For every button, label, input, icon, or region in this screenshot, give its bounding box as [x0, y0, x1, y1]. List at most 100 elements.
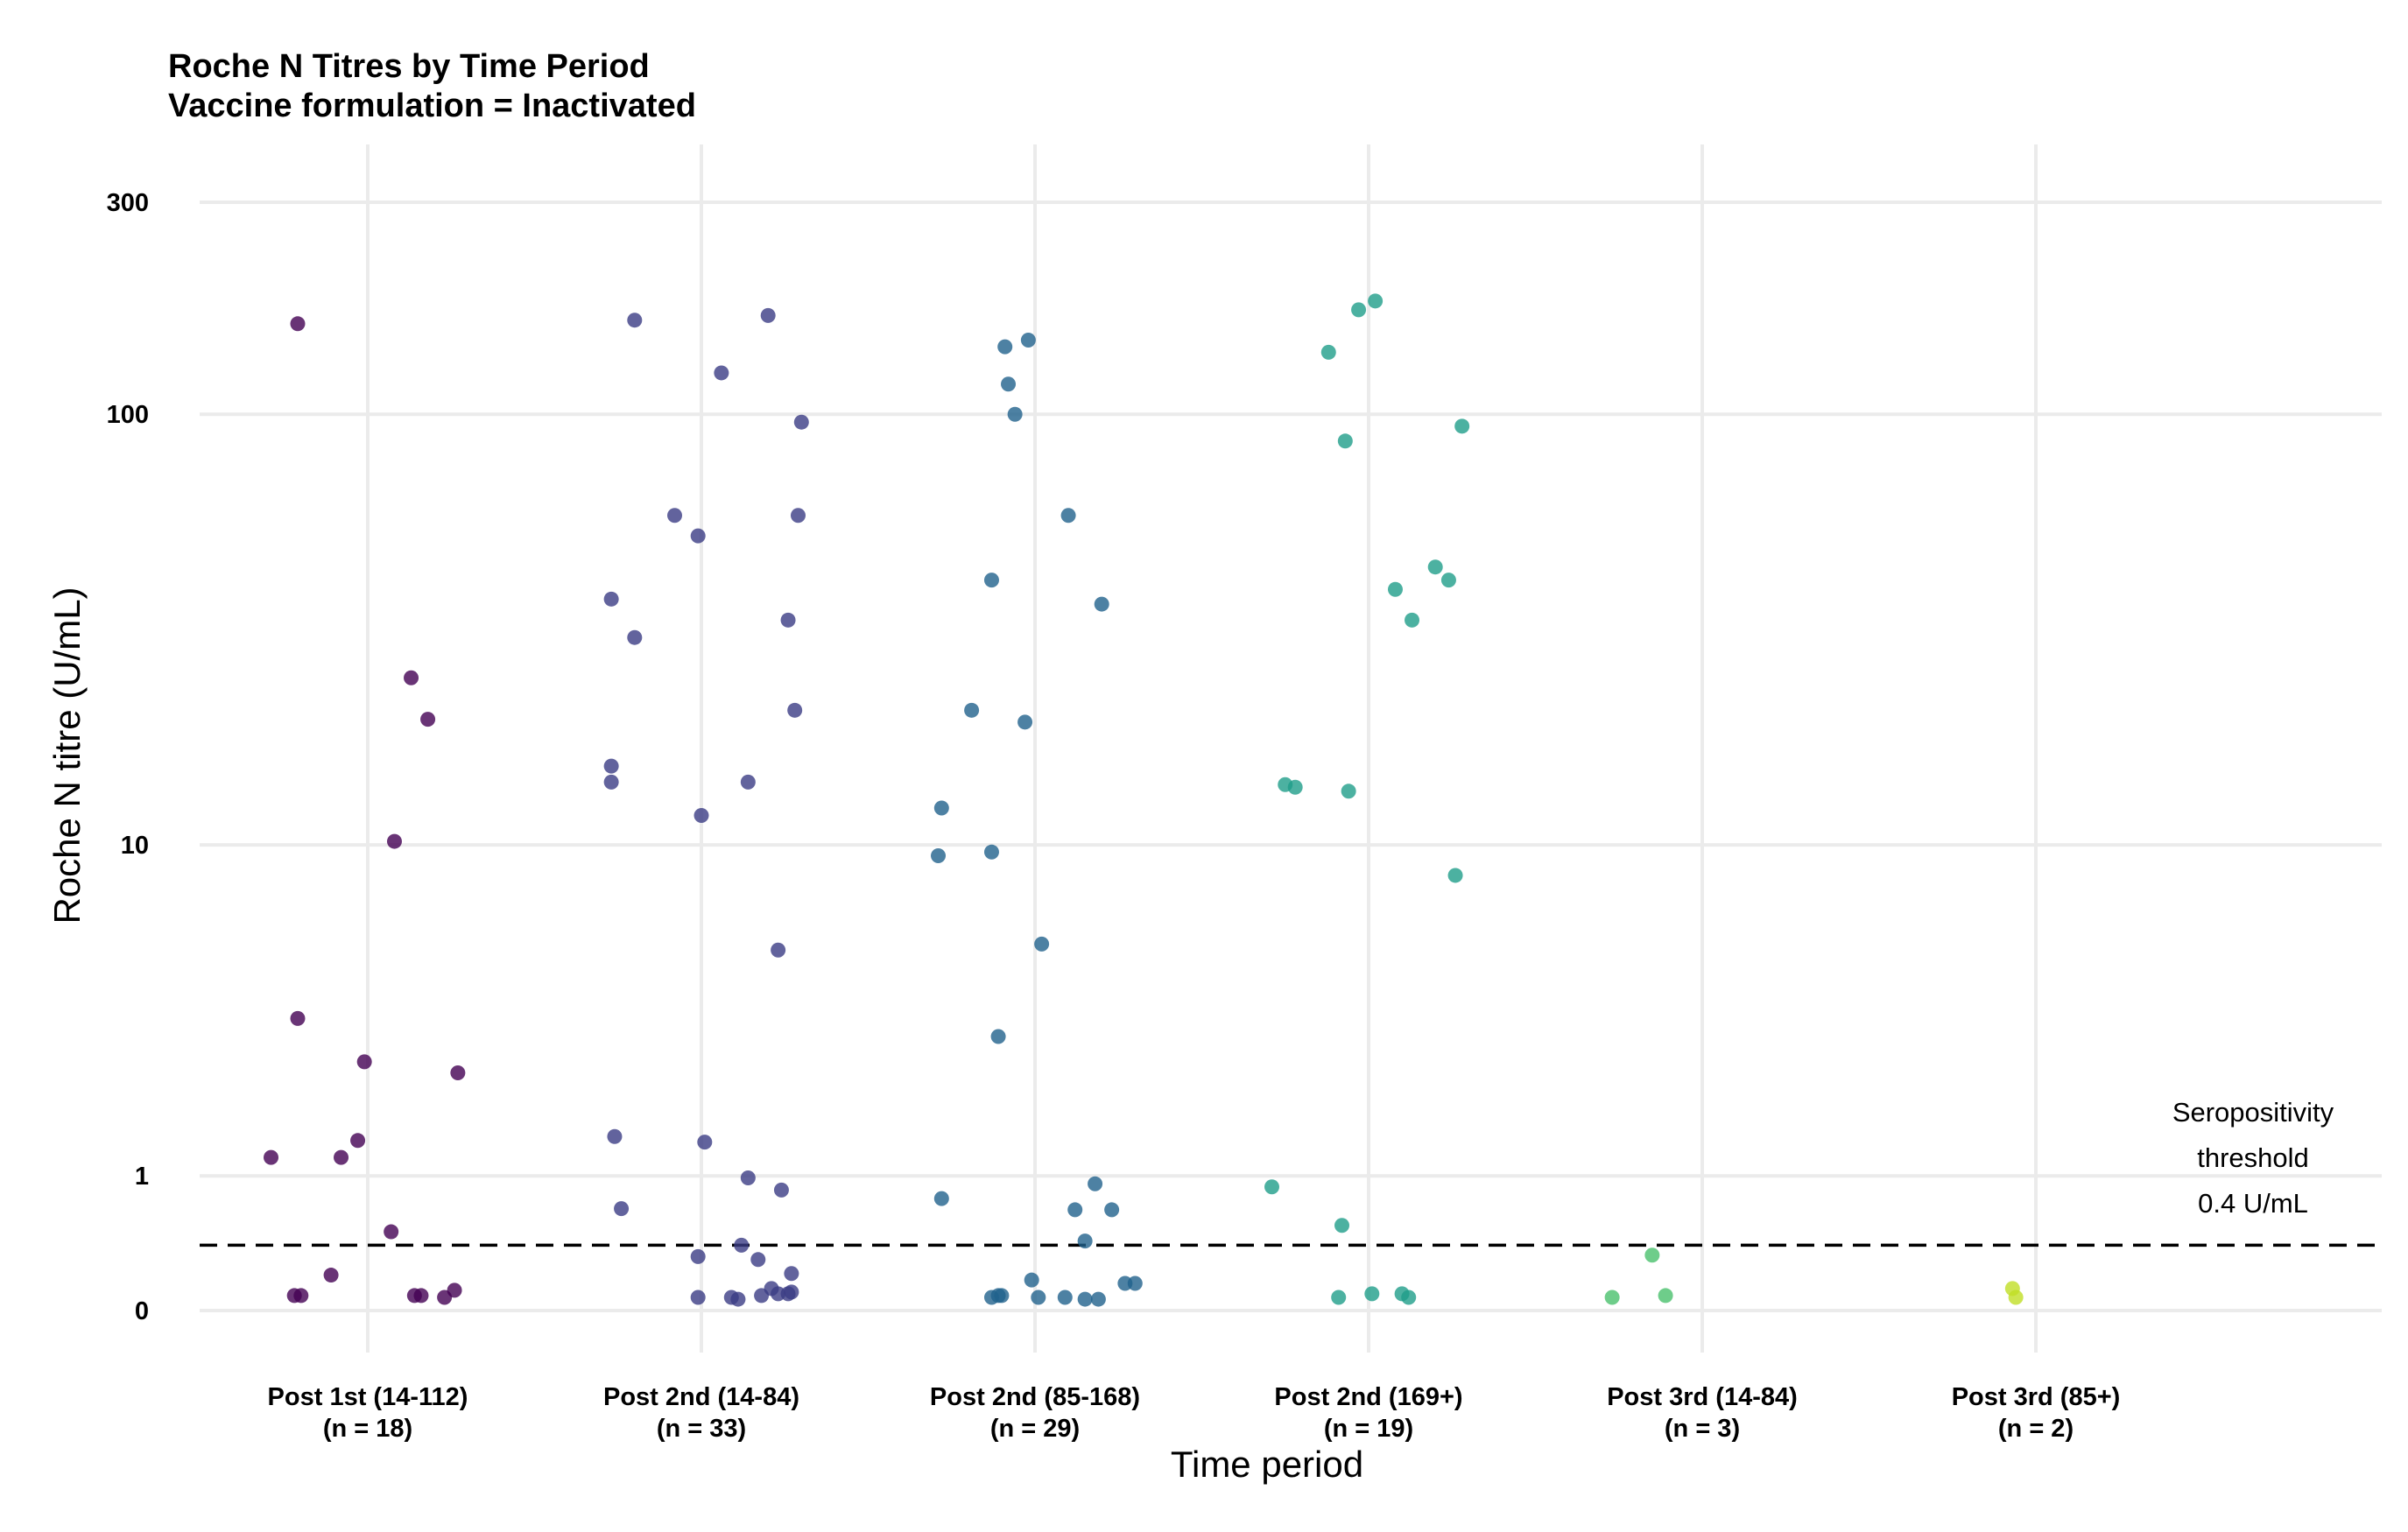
- data-point: [990, 1029, 1006, 1044]
- data-point: [667, 508, 683, 524]
- data-point: [730, 1291, 746, 1307]
- data-point: [933, 800, 949, 816]
- data-point: [1320, 344, 1336, 360]
- data-point: [1104, 1202, 1120, 1218]
- y-tick-label: 0: [135, 1297, 149, 1325]
- data-point: [607, 1128, 623, 1144]
- data-point: [690, 1290, 706, 1305]
- data-point: [420, 712, 436, 727]
- x-tick-n-label: (n = 33): [657, 1415, 746, 1443]
- data-point: [1088, 1176, 1103, 1191]
- data-point: [627, 629, 643, 645]
- data-points: [264, 293, 2024, 1307]
- y-axis-ticks: 0 1 10 100 300: [107, 189, 149, 1325]
- data-point: [1024, 1272, 1039, 1288]
- data-point: [983, 573, 999, 588]
- data-point: [1337, 433, 1353, 449]
- data-point: [1364, 1286, 1380, 1302]
- data-point: [740, 1170, 756, 1185]
- data-point: [1351, 302, 1367, 318]
- grid-layer: [200, 144, 2382, 1353]
- x-tick-label: Post 2nd (14-84): [603, 1383, 799, 1411]
- threshold-label-line3: 0.4 U/mL: [2198, 1188, 2308, 1219]
- data-point: [293, 1288, 309, 1304]
- x-tick-n-label: (n = 29): [990, 1415, 1080, 1443]
- data-point: [1427, 559, 1443, 575]
- data-point: [771, 942, 786, 958]
- data-point: [356, 1054, 372, 1070]
- data-point: [773, 1182, 789, 1198]
- data-point: [384, 1224, 399, 1240]
- data-point: [933, 1191, 949, 1206]
- data-point: [404, 670, 419, 685]
- data-point: [2008, 1290, 2024, 1305]
- data-point: [714, 365, 729, 381]
- threshold-annotation: Seropositivity threshold 0.4 U/mL: [2172, 1097, 2334, 1219]
- data-point: [983, 844, 999, 860]
- x-axis-ticks: Post 1st (14-112) (n = 18) Post 2nd (14-84…: [268, 1383, 2121, 1443]
- data-point: [964, 702, 980, 718]
- data-point: [1334, 1218, 1350, 1233]
- data-point: [931, 848, 947, 864]
- data-point: [334, 1149, 349, 1165]
- data-point: [1001, 376, 1017, 392]
- data-point: [784, 1266, 799, 1282]
- x-tick-n-label: (n = 3): [1665, 1415, 1740, 1443]
- data-point: [1331, 1290, 1347, 1305]
- x-tick-label: Post 2nd (85-168): [930, 1383, 1140, 1411]
- data-point: [1067, 1202, 1083, 1218]
- x-tick-n-label: (n = 19): [1324, 1415, 1413, 1443]
- data-point: [1077, 1291, 1093, 1307]
- data-point: [1341, 784, 1356, 799]
- x-tick-n-label: (n = 2): [1998, 1415, 2074, 1443]
- data-point: [1644, 1247, 1660, 1263]
- data-point: [264, 1149, 279, 1165]
- y-tick-label: 10: [121, 832, 149, 860]
- data-point: [790, 508, 806, 524]
- chart-title: Roche N Titres by Time Period: [168, 48, 650, 85]
- data-point: [1007, 406, 1023, 422]
- data-point: [1658, 1288, 1673, 1304]
- data-point: [1368, 293, 1384, 309]
- data-point: [750, 1252, 766, 1268]
- data-point: [690, 528, 706, 544]
- data-point: [784, 1284, 799, 1300]
- data-point: [690, 1248, 706, 1264]
- threshold-label-line2: threshold: [2197, 1142, 2309, 1173]
- y-tick-label: 1: [135, 1163, 149, 1191]
- y-tick-label: 100: [107, 401, 149, 429]
- threshold-label-line1: Seropositivity: [2172, 1097, 2334, 1128]
- data-point: [787, 702, 803, 718]
- data-point: [323, 1268, 339, 1283]
- x-axis-title: Time period: [1171, 1444, 1363, 1485]
- data-point: [290, 316, 306, 332]
- data-point: [1057, 1290, 1073, 1305]
- data-point: [1077, 1233, 1093, 1249]
- x-tick-label: Post 2nd (169+): [1274, 1383, 1462, 1411]
- data-point: [1454, 418, 1470, 434]
- data-point: [614, 1201, 630, 1217]
- data-point: [1031, 1290, 1046, 1305]
- data-point: [1090, 1291, 1106, 1307]
- x-tick-label: Post 1st (14-112): [268, 1383, 468, 1411]
- data-point: [997, 339, 1013, 355]
- data-point: [1060, 508, 1076, 524]
- data-point: [1401, 1290, 1417, 1305]
- data-point: [697, 1135, 713, 1150]
- data-point: [1287, 779, 1303, 795]
- data-point: [1020, 332, 1036, 348]
- data-point: [290, 1010, 306, 1026]
- data-point: [413, 1288, 429, 1304]
- data-point: [734, 1237, 750, 1253]
- data-point: [994, 1288, 1010, 1304]
- data-point: [1264, 1179, 1280, 1195]
- data-point: [1017, 714, 1033, 730]
- data-point: [1405, 612, 1420, 628]
- data-point: [1127, 1275, 1143, 1291]
- data-point: [603, 591, 619, 607]
- data-point: [1094, 596, 1109, 612]
- data-point: [603, 774, 619, 790]
- data-point: [603, 758, 619, 774]
- data-point: [694, 807, 709, 823]
